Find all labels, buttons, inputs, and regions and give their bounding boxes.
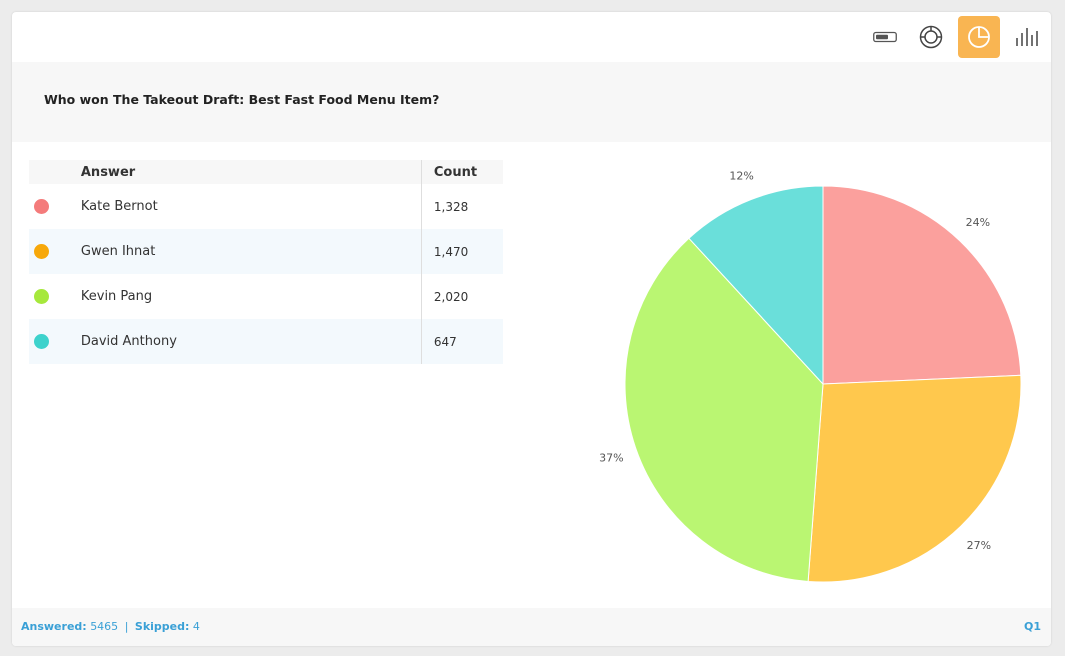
legend-color-dot (34, 244, 49, 259)
answer-cell: Gwen Ihnat (80, 229, 422, 274)
table-header-row: Answer Count (29, 160, 503, 184)
slice-percent-label: 27% (967, 539, 991, 552)
question-summary-card: Who won The Takeout Draft: Best Fast Foo… (12, 12, 1051, 646)
table-row: Kevin Pang 2,020 (29, 274, 503, 319)
answered-count: 5465 (90, 620, 119, 633)
slice-percent-label: 37% (599, 452, 623, 465)
table-row: David Anthony 647 (29, 319, 503, 364)
bar-chart-button[interactable] (1006, 16, 1048, 58)
pie-slice-kate-bernot[interactable] (822, 185, 1022, 385)
skipped-label: Skipped: (134, 620, 190, 633)
question-title: Who won The Takeout Draft: Best Fast Foo… (44, 92, 440, 107)
count-cell: 1,328 (420, 184, 503, 229)
slice-percent-label: 12% (729, 169, 753, 182)
pie-chart-svg: 24% 27% 37% 12% (599, 169, 1022, 583)
pie-slice-gwen-ihnat[interactable] (807, 374, 1022, 583)
results-table: Answer Count Kate Bernot 1,328 Gwen Ihna… (29, 160, 503, 364)
answer-cell: Kate Bernot (80, 199, 158, 214)
answer-cell: Kevin Pang (80, 289, 153, 304)
pie-chart-icon (968, 26, 990, 48)
toggle-icon (873, 31, 897, 43)
response-stats: Answered: 5465 | Skipped: 4 (21, 620, 200, 633)
legend-color-dot (34, 334, 49, 349)
slice-percent-label: 24% (966, 216, 990, 229)
pie-chart: 24% 27% 37% 12% (572, 152, 1042, 592)
answer-cell: David Anthony (80, 319, 422, 364)
color-column-header (29, 160, 81, 184)
question-number: Q1 (1023, 620, 1041, 633)
donut-chart-button[interactable] (910, 16, 952, 58)
legend-color-dot (34, 199, 49, 214)
skipped-count: 4 (192, 620, 200, 633)
donut-chart-icon (919, 25, 943, 49)
legend-color-dot (34, 289, 49, 304)
count-cell: 2,020 (420, 274, 503, 319)
answered-label: Answered: (21, 620, 87, 633)
count-cell: 647 (420, 319, 503, 364)
toggle-button[interactable] (864, 16, 906, 58)
count-cell: 1,470 (420, 229, 503, 274)
pie-chart-button[interactable] (958, 16, 1000, 58)
answer-column-header: Answer (80, 160, 422, 184)
question-header: Who won The Takeout Draft: Best Fast Foo… (12, 62, 1051, 142)
stats-separator: | (124, 620, 129, 633)
chart-type-toolbar (12, 12, 1051, 62)
response-footer: Answered: 5465 | Skipped: 4 Q1 (12, 608, 1051, 646)
count-column-header: Count (420, 160, 503, 184)
pie-slice-kevin-pang[interactable] (624, 237, 824, 582)
table-row: Kate Bernot 1,328 (29, 184, 503, 229)
pie-slice-david-anthony[interactable] (688, 185, 824, 386)
table-row: Gwen Ihnat 1,470 (29, 229, 503, 274)
bar-chart-icon (1016, 28, 1038, 46)
